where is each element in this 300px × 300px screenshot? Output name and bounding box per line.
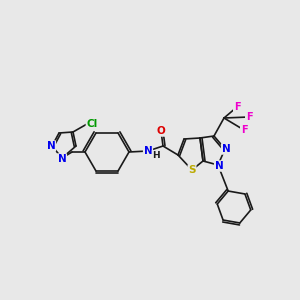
Text: S: S — [188, 165, 196, 175]
Text: N: N — [214, 161, 224, 171]
Text: F: F — [241, 125, 247, 135]
Text: N: N — [144, 146, 152, 156]
Text: O: O — [157, 126, 165, 136]
Text: N: N — [222, 144, 230, 154]
Text: F: F — [234, 102, 240, 112]
Text: Cl: Cl — [86, 119, 98, 129]
Text: H: H — [152, 151, 160, 160]
Text: N: N — [46, 141, 56, 151]
Text: N: N — [58, 154, 66, 164]
Text: F: F — [246, 112, 252, 122]
